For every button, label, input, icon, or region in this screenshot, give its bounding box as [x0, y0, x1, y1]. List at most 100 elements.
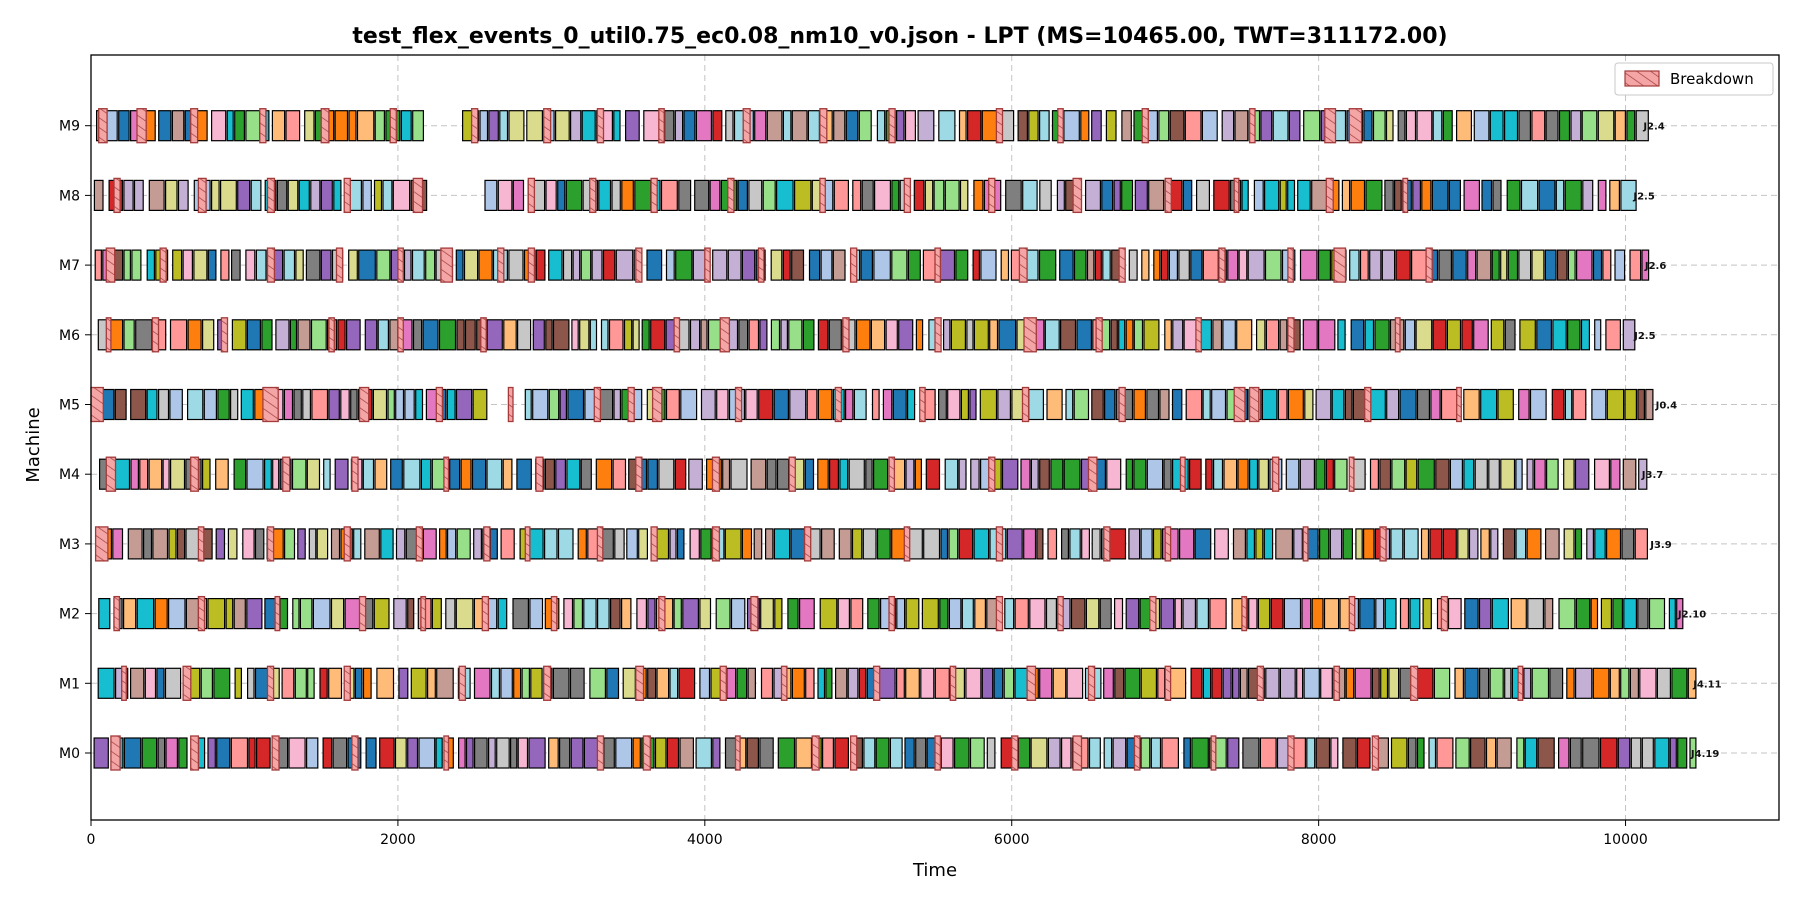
- operation-bar-m3: [1047, 528, 1058, 560]
- operation-bar-m0: [458, 737, 466, 769]
- operation-bar-m7: [646, 249, 663, 281]
- operation-bar-m2: [774, 597, 783, 630]
- breakdown-bar-m8: [1325, 177, 1334, 214]
- operation-bar-m5: [853, 388, 867, 421]
- operation-bar-m6: [187, 319, 202, 351]
- operation-bar-m7: [1059, 249, 1074, 281]
- breakdown-bar-m3: [197, 526, 205, 562]
- operation-bar-m4: [516, 458, 532, 490]
- operation-bar-m9: [171, 110, 185, 142]
- breakdown-bar-m3: [995, 526, 1004, 562]
- operation-bar-m5: [1645, 388, 1654, 421]
- operation-bar-m1: [934, 667, 950, 699]
- operation-bar-m2: [154, 597, 168, 630]
- operation-bar-m3: [1362, 528, 1375, 560]
- operation-bar-m0: [969, 737, 985, 769]
- operation-bar-m5: [302, 388, 311, 421]
- operation-bar-m1: [500, 667, 513, 699]
- operation-bar-m1: [1656, 667, 1672, 699]
- operation-bar-m5: [340, 388, 350, 421]
- operation-bar-m6: [1350, 319, 1365, 351]
- operation-bar-m5: [130, 388, 147, 421]
- operation-bar-m3: [790, 528, 806, 560]
- operation-bar-m0: [615, 737, 633, 769]
- operation-bar-m4: [306, 458, 321, 490]
- operation-bar-m0: [1496, 737, 1512, 769]
- operation-bar-m4: [1379, 458, 1392, 490]
- breakdown-bar-m5: [919, 386, 926, 423]
- operation-bar-m2: [1125, 597, 1140, 630]
- operation-bar-m2: [185, 597, 200, 630]
- x-tick-label: 8000: [1301, 832, 1337, 848]
- operation-bar-m5: [892, 388, 907, 421]
- operation-bar-m9: [1260, 110, 1273, 142]
- operation-bar-m8: [852, 179, 862, 211]
- operation-bar-m8: [565, 179, 583, 211]
- operation-bar-m4: [1638, 458, 1648, 490]
- operation-bar-m9: [1531, 110, 1546, 142]
- operation-bar-m3: [143, 528, 153, 560]
- operation-bar-m7: [770, 249, 783, 281]
- operation-bar-m7: [832, 249, 846, 281]
- operation-bar-m5: [395, 388, 405, 421]
- operation-bar-m2: [1248, 597, 1258, 630]
- operation-bar-m3: [1128, 528, 1141, 560]
- operation-bar-m1: [656, 667, 670, 699]
- operation-bar-m6: [412, 319, 423, 351]
- y-tick-label-m2: M2: [59, 607, 80, 623]
- operation-bar-m7: [1227, 249, 1239, 281]
- operation-bar-m8: [598, 179, 612, 211]
- operation-bar-m1: [1231, 667, 1240, 699]
- breakdown-bar-m8: [343, 177, 351, 214]
- operation-bar-m9: [1221, 110, 1235, 142]
- operation-bar-m9: [118, 110, 130, 142]
- operation-bar-m5: [613, 388, 622, 421]
- operation-bar-m5: [1103, 388, 1116, 421]
- operation-bar-m1: [362, 667, 372, 699]
- operation-bar-m8: [250, 179, 262, 211]
- operation-bar-m2: [1422, 597, 1432, 630]
- operation-bar-m8: [123, 179, 134, 211]
- breakdown-bar-m9: [98, 108, 108, 144]
- operation-bar-m5: [1159, 388, 1170, 421]
- operation-bar-m1: [1549, 667, 1564, 699]
- operation-bar-m3: [1152, 528, 1162, 560]
- operation-bar-m8: [1039, 179, 1052, 211]
- operation-bar-m8: [1263, 179, 1280, 211]
- operation-bar-m2: [122, 597, 137, 630]
- operation-bar-m2: [1478, 597, 1492, 630]
- operation-bar-m6: [817, 319, 829, 351]
- operation-bar-m9: [833, 110, 846, 142]
- operation-bar-m4: [1391, 458, 1406, 490]
- operation-bar-m1: [530, 667, 543, 699]
- x-tick-label: 10000: [1603, 832, 1648, 848]
- operation-bar-m4: [1474, 458, 1488, 490]
- operation-bar-m1: [699, 667, 711, 699]
- breakdown-bar-m8: [527, 177, 536, 214]
- breakdown-bar-m1: [121, 665, 127, 701]
- breakdown-bar-m5: [507, 386, 514, 423]
- operation-bar-m9: [791, 110, 808, 142]
- operation-bar-m1: [1489, 667, 1504, 699]
- breakdown-layer: [90, 108, 1524, 771]
- operation-bar-m3: [1275, 528, 1294, 560]
- breakdown-bar-m5: [1021, 386, 1030, 423]
- operation-bar-m1: [1052, 667, 1067, 699]
- operation-bar-m1: [726, 667, 737, 699]
- operation-bar-m7: [1317, 249, 1331, 281]
- breakdown-bar-m8: [903, 177, 912, 214]
- breakdown-bar-m0: [734, 735, 741, 771]
- operation-bar-m0: [1469, 737, 1486, 769]
- operation-bar-m4: [647, 458, 659, 490]
- operation-bar-m3: [127, 528, 143, 560]
- operation-bar-m7: [535, 249, 546, 281]
- breakdown-bar-m7: [1018, 247, 1028, 283]
- operation-bar-m2: [487, 597, 498, 630]
- operation-bar-m1: [1202, 667, 1212, 699]
- operation-bar-m6: [337, 319, 346, 351]
- operation-bar-m4: [1146, 458, 1164, 490]
- operation-bar-m4: [688, 458, 703, 490]
- operation-bar-m9: [725, 110, 734, 142]
- operation-bar-m8: [737, 179, 748, 211]
- breakdown-bar-m6: [934, 317, 942, 353]
